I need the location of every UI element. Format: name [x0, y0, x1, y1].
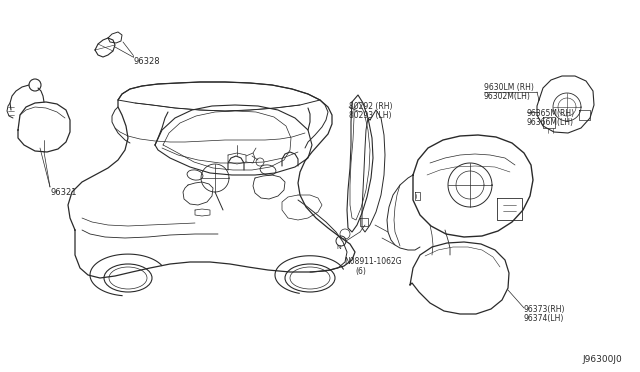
- Text: 96365M(RH): 96365M(RH): [527, 109, 575, 118]
- Text: 9630LM (RH): 9630LM (RH): [484, 83, 534, 92]
- Text: N: N: [337, 245, 341, 250]
- Text: 96302M(LH): 96302M(LH): [484, 92, 531, 101]
- Text: N08911-1062G: N08911-1062G: [344, 257, 402, 266]
- Text: (6): (6): [355, 267, 366, 276]
- Text: 80293 (LH): 80293 (LH): [349, 111, 392, 120]
- Text: 96373(RH): 96373(RH): [524, 305, 566, 314]
- Text: 96374(LH): 96374(LH): [524, 314, 564, 323]
- Text: 96321: 96321: [50, 188, 77, 197]
- Text: J96300J0: J96300J0: [582, 355, 622, 364]
- Text: 80292 (RH): 80292 (RH): [349, 102, 392, 111]
- Text: 96328: 96328: [134, 57, 161, 66]
- Text: 96366M(LH): 96366M(LH): [527, 118, 574, 127]
